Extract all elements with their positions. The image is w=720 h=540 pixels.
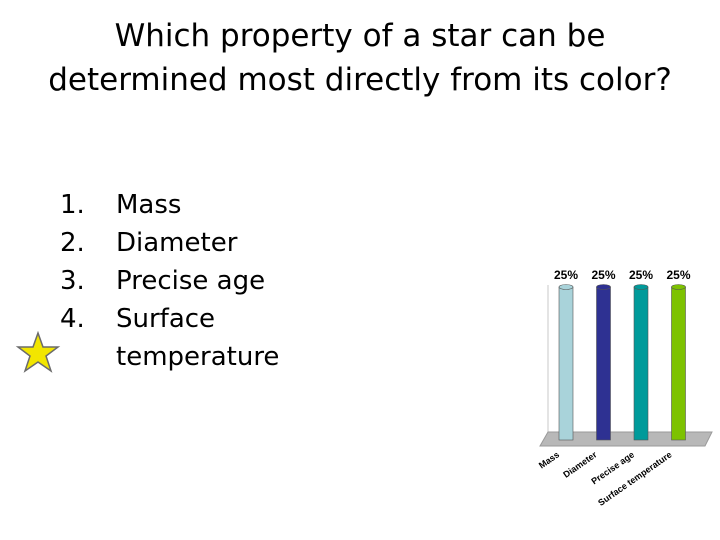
value-label: 25% [666,268,690,282]
value-label: 25% [591,268,615,282]
chart-floor [539,431,713,447]
option-text: Precise age [116,266,266,296]
option: 4. Surface temperature [60,300,320,376]
option: 1. Mass [60,186,320,224]
options: 1. Mass 2. Diameter 3. Precise age 4. Surfac… [60,186,320,376]
bar-top [558,284,574,290]
option: 2. Diameter [60,224,320,262]
option-text: Surface temperature [116,304,280,372]
option-number: 4. [60,304,85,334]
option-number: 1. [60,190,85,220]
bar-top [633,284,649,290]
question: Which property of a star can be determin… [48,18,672,98]
option: 3. Precise age [60,262,320,300]
bar-top [596,284,611,290]
correct-star [15,330,61,373]
option-text: Diameter [116,228,238,258]
option-text: Mass [116,190,182,220]
value-label: 25% [554,268,578,282]
bar [633,286,649,441]
bar [596,286,611,441]
bar [558,286,574,441]
value-label: 25% [629,268,653,282]
option-number: 3. [60,266,85,296]
category-label: Mass [537,449,561,470]
bar-top [671,284,686,290]
spacer [14,337,36,345]
option-number: 2. [60,228,85,258]
bar [671,286,686,441]
